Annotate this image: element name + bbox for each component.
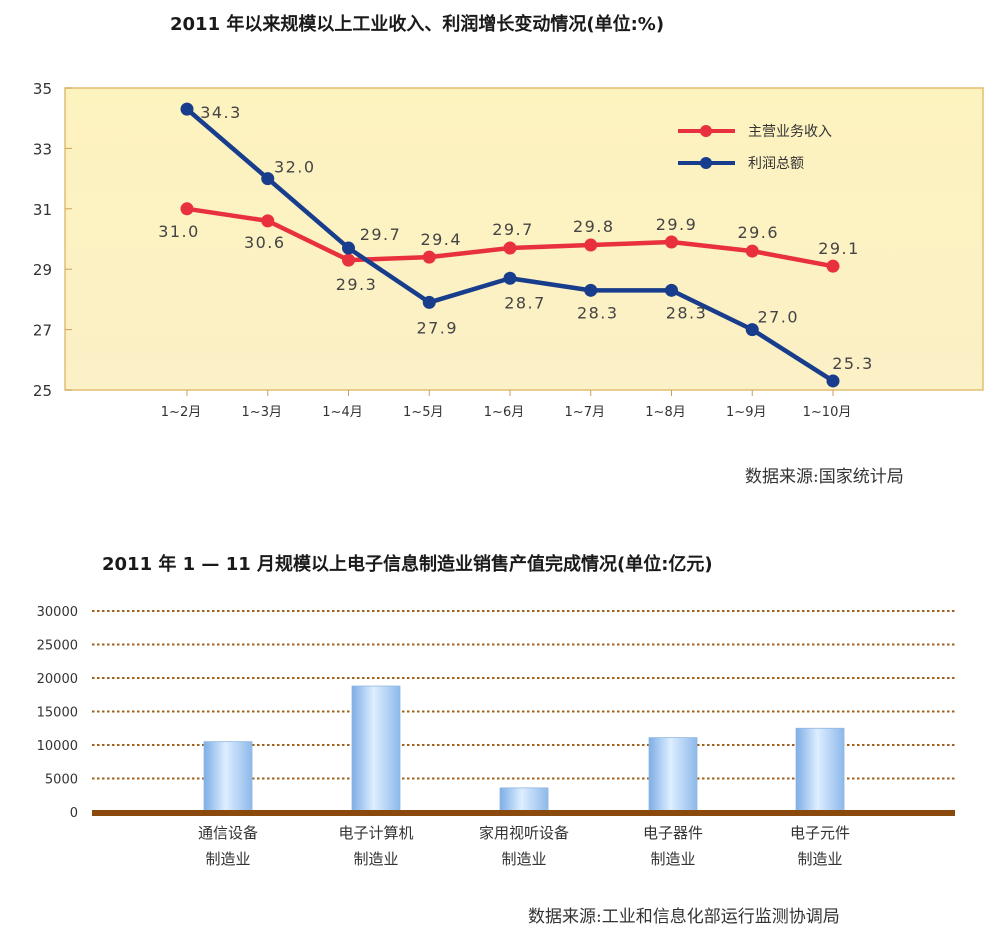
x-tick-label: 1~5月: [403, 405, 443, 420]
chart2-source: 数据来源:工业和信息化部运行监测协调局: [528, 907, 840, 927]
x-tick-label: 通信设备: [198, 824, 258, 842]
data-label: 29.6: [737, 223, 779, 242]
data-point: [745, 323, 759, 337]
legend-label: 利润总额: [748, 156, 804, 172]
data-label: 28.7: [504, 293, 546, 312]
data-point: [826, 259, 840, 273]
bar: [203, 741, 253, 813]
y-tick-label: 20000: [37, 672, 78, 687]
data-label: 29.8: [573, 217, 615, 236]
data-label: 29.7: [492, 220, 534, 239]
x-tick-label: 电子器件: [643, 824, 703, 842]
x-tick-label: 家用视听设备: [479, 824, 569, 842]
data-label: 30.6: [244, 233, 286, 252]
x-tick-label: 1~4月: [322, 405, 362, 420]
y-tick-label: 25: [33, 382, 52, 400]
x-tick-label: 制造业: [650, 850, 695, 868]
bar: [795, 727, 845, 813]
data-label: 34.3: [200, 103, 242, 122]
y-tick-label: 29: [33, 261, 52, 279]
chart1-source: 数据来源:国家统计局: [745, 467, 904, 487]
data-point: [503, 241, 517, 255]
data-point: [503, 271, 517, 285]
x-tick-label: 1~9月: [726, 405, 766, 420]
data-label: 27.0: [757, 308, 799, 327]
y-tick-label: 27: [33, 322, 52, 340]
data-label: 29.9: [656, 215, 698, 234]
data-label: 29.7: [360, 225, 402, 244]
x-tick-label: 1~2月: [161, 405, 201, 420]
chart2-title: 2011 年 1 — 11 月规模以上电子信息制造业销售产值完成情况(单位:亿元…: [102, 554, 713, 575]
data-point: [261, 172, 275, 186]
legend-label: 主营业务收入: [748, 124, 832, 140]
data-label: 27.9: [416, 318, 458, 337]
data-label: 31.0: [158, 222, 200, 241]
x-tick-label: 电子计算机: [338, 824, 413, 842]
data-point: [584, 238, 598, 252]
chart1-title: 2011 年以来规模以上工业收入、利润增长变动情况(单位:%): [170, 14, 665, 35]
y-tick-label: 33: [33, 140, 52, 158]
data-point: [180, 202, 194, 216]
data-point: [261, 214, 275, 228]
data-point: [665, 283, 678, 297]
data-point: [180, 102, 194, 116]
bar: [648, 737, 698, 813]
data-point: [665, 235, 678, 249]
x-tick-label: 1~3月: [242, 405, 282, 420]
x-tick-label: 制造业: [205, 850, 250, 868]
data-point: [826, 374, 840, 388]
x-tick-label: 制造业: [501, 850, 546, 868]
data-label: 28.3: [666, 303, 708, 322]
bar: [499, 787, 549, 813]
y-tick-label: 35: [33, 80, 52, 98]
x-tick-label: 1~8月: [645, 405, 685, 420]
y-tick-label: 5000: [45, 773, 78, 788]
data-point: [584, 283, 598, 297]
y-tick-label: 10000: [37, 739, 78, 754]
x-axis-baseline: [92, 810, 955, 816]
legend-swatch-marker: [700, 125, 712, 137]
data-point: [422, 295, 436, 309]
data-point: [342, 241, 355, 255]
data-label: 29.1: [818, 239, 860, 258]
bar: [351, 685, 401, 813]
y-tick-label: 30000: [37, 605, 78, 620]
legend-swatch-marker: [700, 157, 712, 169]
data-label: 29.4: [420, 230, 462, 249]
y-tick-label: 15000: [37, 706, 78, 721]
data-label: 29.3: [336, 275, 378, 294]
data-label: 28.3: [577, 303, 619, 322]
line-chart: 25 27 29 31 33 35 1~2月 1~3月 1~4月 1~5月 1~6月 1~7月 1~8月…: [33, 80, 984, 420]
y-tick-label: 31: [33, 201, 52, 219]
data-point: [422, 250, 436, 264]
x-tick-label: 1~7月: [565, 405, 605, 420]
data-label: 25.3: [832, 354, 874, 373]
x-tick-label: 1~10月: [803, 405, 852, 420]
x-tick-label: 制造业: [353, 850, 398, 868]
data-label: 32.0: [274, 158, 316, 177]
x-tick-label: 制造业: [797, 850, 842, 868]
x-tick-label: 电子元件: [790, 824, 850, 842]
x-tick-label: 1~6月: [484, 405, 524, 420]
data-point: [745, 244, 759, 258]
y-tick-label: 25000: [37, 639, 78, 654]
data-point: [342, 253, 355, 267]
y-tick-label: 0: [70, 806, 78, 821]
